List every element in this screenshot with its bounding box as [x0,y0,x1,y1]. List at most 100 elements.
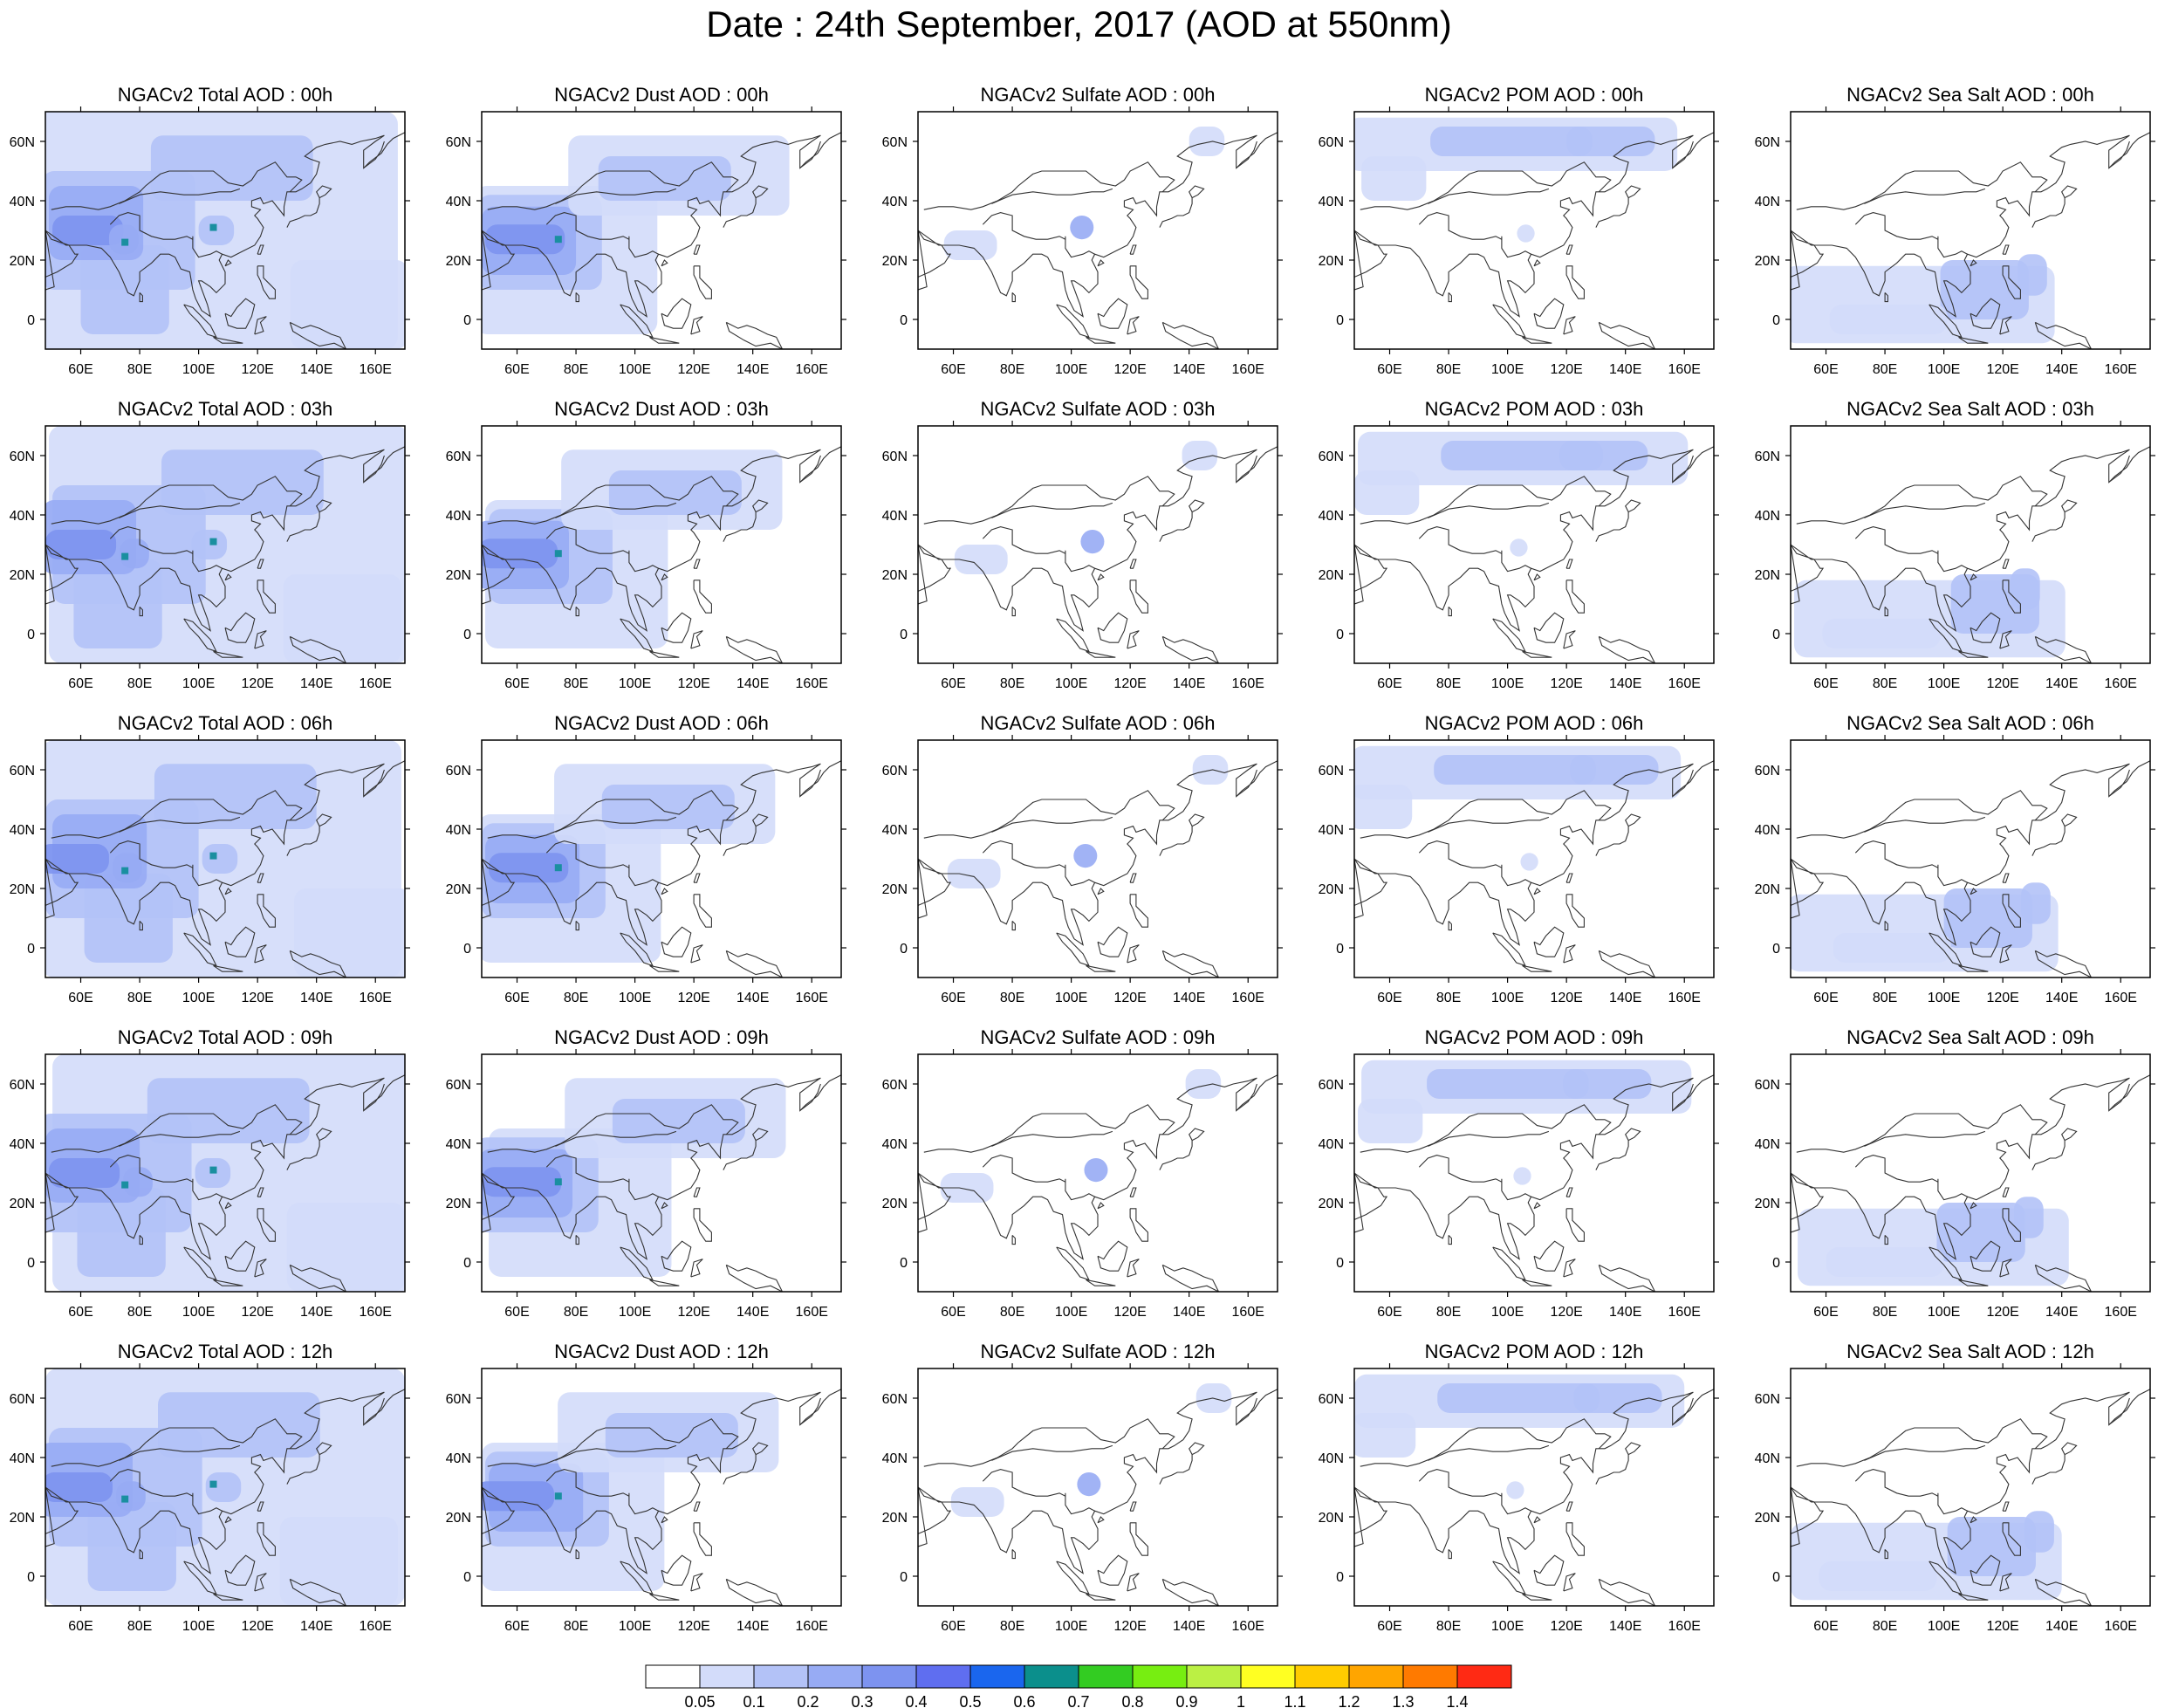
coastline [725,635,784,663]
lon-tick-label: 140E [1609,991,1641,1005]
coastline [183,618,217,653]
coastline [2031,1442,2078,1485]
lat-tick-label: 20N [446,882,471,897]
aod-field [954,545,1008,574]
coastline [1563,630,1576,649]
lon-tick-label: 160E [1232,1305,1264,1320]
coastline [286,1442,332,1485]
aod-field [612,1099,745,1143]
coastline [289,950,347,977]
coastline [1129,1501,1137,1512]
lat-tick-label: 40N [1319,195,1344,209]
lat-tick-label: 20N [882,882,908,897]
panel-title: NGACv2 POM AOD : 00h [1425,84,1644,106]
map-panel: 60E 80E 100E 120E 140E 160E 60N 40N 20N 0 NGACv2 S… [882,398,1283,691]
coastline [109,1155,194,1183]
coastline [1492,932,1526,967]
coastline [1501,1178,1531,1201]
lon-tick-label: 160E [360,1305,392,1320]
coastline [1598,1264,1656,1292]
lon-tick-label: 120E [241,991,273,1005]
coastline [575,292,579,303]
lon-tick-label: 160E [796,991,828,1005]
lon-tick-label: 80E [1000,1305,1024,1320]
coastline [1129,265,1148,299]
lat-tick-label: 0 [463,628,471,642]
lon-tick-label: 60E [1377,1619,1401,1634]
coastline [2108,769,2130,798]
coastline [1097,298,1128,329]
coastline [1884,607,1888,617]
panel-title: NGACv2 Sea Salt AOD : 12h [1846,1341,2094,1362]
coastline [192,864,223,887]
coastline [257,894,276,928]
lon-tick-label: 100E [182,1305,215,1320]
coastline [1127,944,1140,964]
lon-tick-label: 160E [796,1305,828,1320]
map-panel: 60E 80E 100E 120E 140E 160E 60N 40N 20N 0 NGACv2 S… [882,1026,1283,1320]
coastline [2002,1208,2021,1242]
coastline [1428,816,1550,833]
panel-title: NGACv2 Sea Salt AOD : 00h [1846,84,2094,106]
coastline [1672,1083,1694,1112]
coastline [487,161,739,210]
lat-tick-label: 40N [1319,1137,1344,1152]
aod-field [605,1413,738,1458]
aod-field [1940,260,2029,319]
map-panel: 60E 80E 100E 120E 140E 160E 60N 40N 20N 0 NGACv2 S… [1755,1341,2155,1634]
coastline [982,1469,1066,1497]
coastline [1159,185,1205,228]
coastline [1161,1578,1220,1606]
coastline [139,1549,143,1560]
panel-title: NGACv2 Dust AOD : 00h [554,84,769,106]
coastline [487,476,739,525]
aod-field [482,1481,555,1512]
coastline [224,926,256,957]
map-panel: 60E 80E 100E 120E 140E 160E 60N 40N 20N 0 NGACv2 T… [10,398,410,691]
lat-tick-label: 0 [1336,942,1344,957]
coastline [1937,1178,1968,1201]
coastline [1086,964,1116,972]
lon-tick-label: 140E [300,1619,332,1634]
coastline [2002,265,2021,299]
coastline [1127,1259,1140,1278]
coastline [982,1155,1066,1183]
lon-tick-label: 120E [1113,1305,1146,1320]
coastline [1236,1083,1257,1112]
lon-tick-label: 120E [1550,362,1582,377]
coastline [799,1083,821,1112]
lon-tick-label: 100E [1055,362,1087,377]
aod-field [1427,1069,1589,1099]
coastline [1864,188,1986,204]
coastline [1999,1573,2012,1592]
lon-tick-label: 160E [1668,362,1701,377]
coastline [1565,1522,1585,1556]
coastline [918,1074,1278,1260]
aod-field [1833,933,1951,963]
aod-field [1354,470,1420,515]
coastline [363,455,385,484]
coastline [693,894,712,928]
coastline [693,873,701,883]
aod-field [1819,1561,1937,1591]
lon-tick-label: 60E [1813,676,1838,691]
coastline [1565,873,1573,883]
lon-tick-label: 100E [619,1305,651,1320]
coastline [224,573,232,581]
coastline [1970,259,1977,267]
lat-tick-label: 0 [1772,1256,1780,1271]
coastline [1563,316,1576,335]
coastline [1492,304,1526,339]
lon-tick-label: 100E [1928,991,1960,1005]
lat-tick-label: 40N [446,823,471,838]
aod-field [1566,127,1655,156]
aod-field [1358,1099,1423,1143]
lon-tick-label: 160E [796,1619,828,1634]
coastline [1418,1469,1503,1497]
coastline [2034,635,2093,663]
lon-tick-label: 60E [68,1619,92,1634]
coastline [1864,502,1986,518]
coastline [2002,1522,2021,1556]
coastline [363,1397,385,1426]
lon-tick-label: 140E [736,1619,769,1634]
